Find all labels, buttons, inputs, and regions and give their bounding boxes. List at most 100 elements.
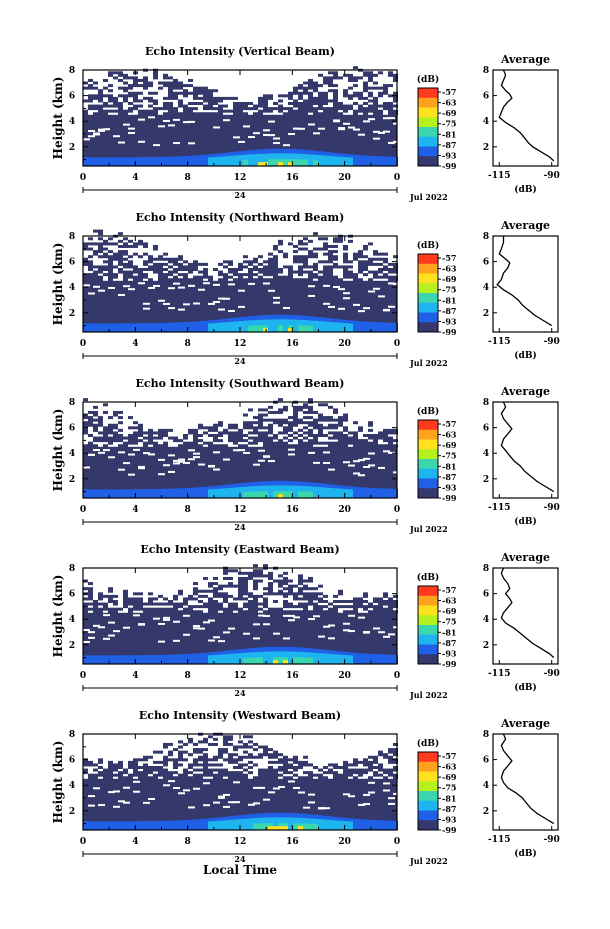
heatmap-cell — [283, 159, 288, 166]
heatmap-cell — [223, 750, 228, 754]
heatmap-cell — [118, 244, 123, 248]
heatmap-gap — [98, 128, 105, 131]
heatmap-gap — [248, 282, 255, 285]
heatmap-cell — [143, 773, 148, 777]
heatmap-cell — [358, 444, 363, 448]
heatmap-cell — [183, 94, 188, 98]
heatmap-cell — [233, 431, 238, 435]
heatmap-gap — [268, 460, 275, 463]
heatmap-cell — [223, 571, 228, 575]
heatmap-cell — [353, 421, 358, 425]
heatmap-cell — [308, 408, 313, 412]
heatmap-cell — [248, 755, 253, 759]
heatmap-cell — [323, 819, 328, 830]
heatmap-gap — [223, 119, 230, 122]
heatmap-cell — [323, 403, 328, 407]
heatmap-cell — [278, 275, 283, 279]
heatmap-gap — [218, 796, 225, 799]
heatmap-cell — [343, 436, 348, 440]
heatmap-cell — [383, 768, 388, 772]
heatmap-cell — [373, 760, 378, 764]
heatmap-gap — [153, 617, 160, 620]
heatmap-cell — [98, 109, 103, 113]
heatmap-cell — [308, 776, 313, 780]
heatmap-cell — [243, 602, 248, 606]
heatmap-cell — [148, 434, 153, 437]
heatmap-cell — [263, 600, 268, 603]
heatmap-gap — [143, 302, 150, 305]
heatmap-cell — [383, 260, 388, 264]
heatmap-cell — [383, 444, 388, 448]
heatmap-cell — [243, 260, 248, 264]
heatmap-cell — [293, 102, 298, 105]
heatmap-cell — [208, 94, 213, 98]
heatmap-cell — [368, 768, 373, 772]
heatmap-cell — [88, 96, 93, 100]
heatmap-cell — [123, 655, 128, 664]
heatmap-cell — [243, 320, 248, 332]
heatmap-cell — [393, 760, 398, 764]
heatmap-cell — [148, 821, 153, 830]
heatmap-cell — [393, 91, 398, 95]
heatmap-gap — [378, 466, 385, 469]
heatmap-cell — [108, 597, 113, 601]
heatmap-cell — [113, 426, 118, 430]
heatmap-gap — [388, 451, 395, 454]
heatmap-cell — [128, 434, 133, 437]
heatmap-cell — [193, 763, 198, 767]
heatmap-cell — [343, 600, 348, 603]
heatmap-cell — [388, 275, 393, 279]
heatmap-cell — [228, 321, 233, 332]
heatmap-cell — [208, 96, 213, 100]
heatmap-cell — [168, 742, 173, 746]
heatmap-cell — [98, 607, 103, 611]
heatmap-gap — [178, 460, 185, 463]
heatmap-gap — [158, 640, 165, 643]
heatmap-cell — [278, 423, 283, 427]
heatmap-cell — [333, 84, 338, 88]
heatmap-gap — [143, 452, 150, 455]
heatmap-cell — [393, 156, 398, 166]
heatmap-cell — [303, 86, 308, 90]
heatmap-cell — [273, 278, 278, 282]
heatmap-cell — [223, 576, 228, 580]
heatmap-cell — [218, 421, 223, 425]
heatmap-cell — [108, 610, 113, 614]
heatmap-cell — [388, 109, 393, 113]
heatmap-cell — [203, 602, 208, 606]
heatmap-cell — [283, 491, 288, 498]
heatmap-cell — [113, 489, 118, 498]
heatmap-cell — [168, 94, 173, 98]
heatmap-cell — [203, 320, 208, 332]
heatmap-cell — [223, 773, 228, 777]
heatmap-cell — [368, 441, 373, 445]
heatmap-cell — [268, 265, 273, 269]
heatmap-cell — [303, 257, 308, 261]
heatmap-cell — [233, 569, 238, 573]
heatmap-cell — [88, 763, 93, 767]
colorbar-frame — [417, 253, 439, 333]
heatmap-cell — [323, 94, 328, 98]
heatmap-cell — [238, 587, 243, 591]
heatmap-cell — [333, 410, 338, 414]
heatmap-cell — [143, 273, 148, 277]
heatmap-cell — [163, 745, 168, 749]
heatmap-cell — [383, 434, 388, 437]
heatmap-gap — [353, 303, 360, 306]
heatmap-cell — [328, 252, 333, 256]
heatmap-cell — [113, 71, 118, 75]
heatmap-cell — [98, 157, 103, 166]
heatmap-cell — [118, 410, 123, 414]
heatmap-gap — [298, 127, 305, 130]
heatmap-gap — [348, 630, 355, 633]
heatmap-cell — [198, 434, 203, 437]
heatmap-cell — [208, 91, 213, 95]
heatmap-cell — [243, 421, 248, 425]
average-y-tick-label: 8 — [483, 232, 489, 242]
heatmap-cell — [193, 102, 198, 105]
heatmap-cell — [343, 428, 348, 432]
colorbar-label: -69 — [442, 108, 457, 118]
heatmap-cell — [243, 278, 248, 282]
heatmap-cell — [303, 605, 308, 609]
heatmap-cell — [338, 421, 343, 425]
